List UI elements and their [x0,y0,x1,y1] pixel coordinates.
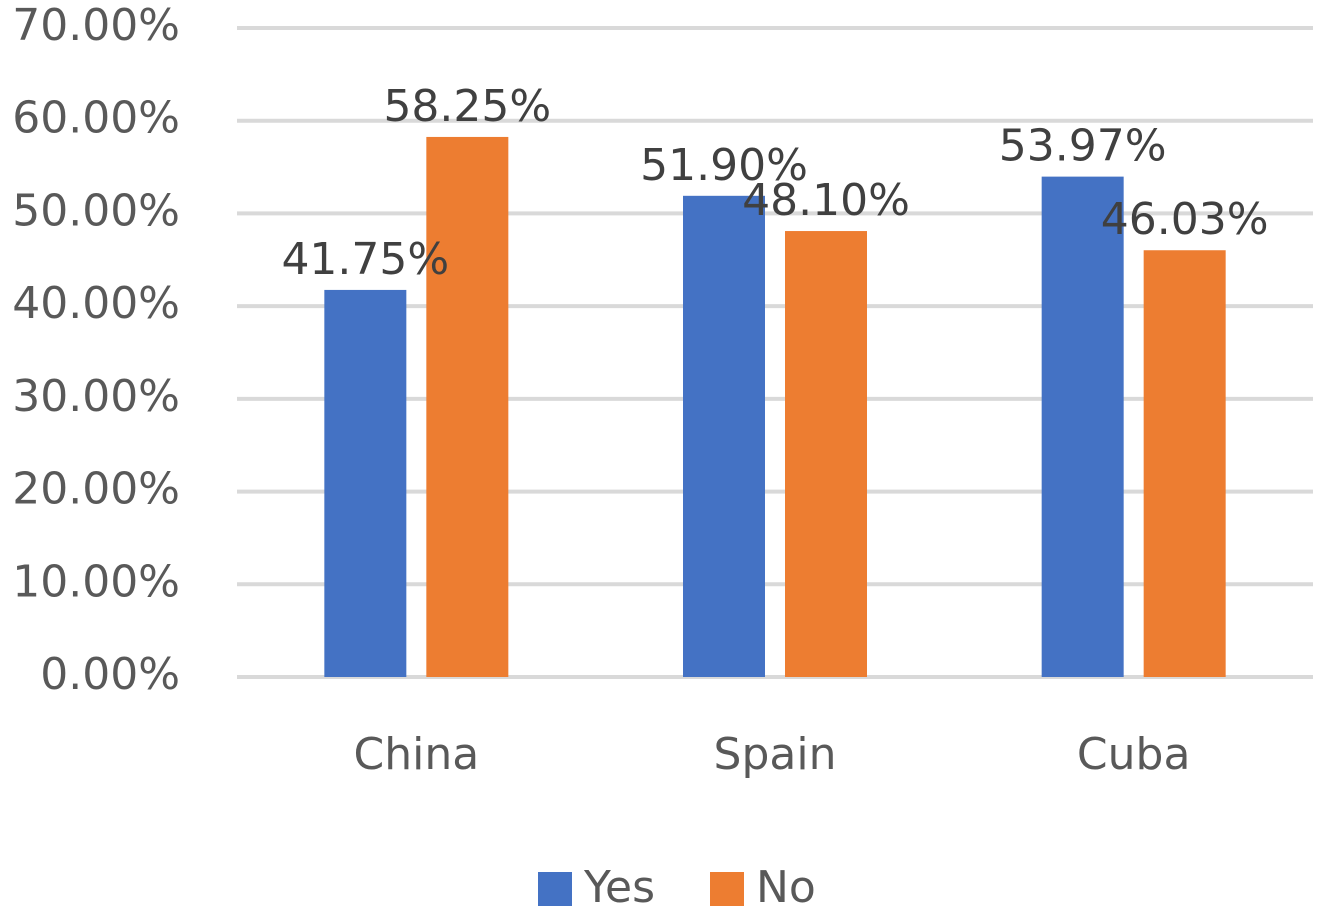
bar [426,136,509,678]
legend-swatch [538,872,572,906]
y-tick-label: 20.00% [12,464,180,515]
y-tick-label: 0.00% [40,649,180,700]
legend-label: No [756,862,816,910]
data-label: 41.75% [281,234,449,285]
x-tick-label: China [353,729,479,780]
data-label: 51.90% [640,140,808,191]
bar [324,289,407,677]
y-tick-label: 60.00% [12,93,180,144]
y-tick-label: 10.00% [12,556,180,607]
data-label: 53.97% [999,121,1167,172]
bar [1143,250,1226,677]
data-label: 46.03% [1101,194,1269,245]
bar [1041,176,1124,677]
y-tick-label: 70.00% [12,0,180,51]
legend-swatch [710,872,744,906]
y-tick-label: 40.00% [12,278,180,329]
data-label: 58.25% [383,81,551,132]
data-label: 48.10% [742,175,910,226]
y-tick-label: 50.00% [12,185,180,236]
x-tick-label: Cuba [1077,729,1191,780]
legend-label: Yes [583,862,655,910]
y-tick-label: 30.00% [12,371,180,422]
x-tick-label: Spain [714,729,837,780]
bar [785,231,867,677]
bar [683,195,765,677]
